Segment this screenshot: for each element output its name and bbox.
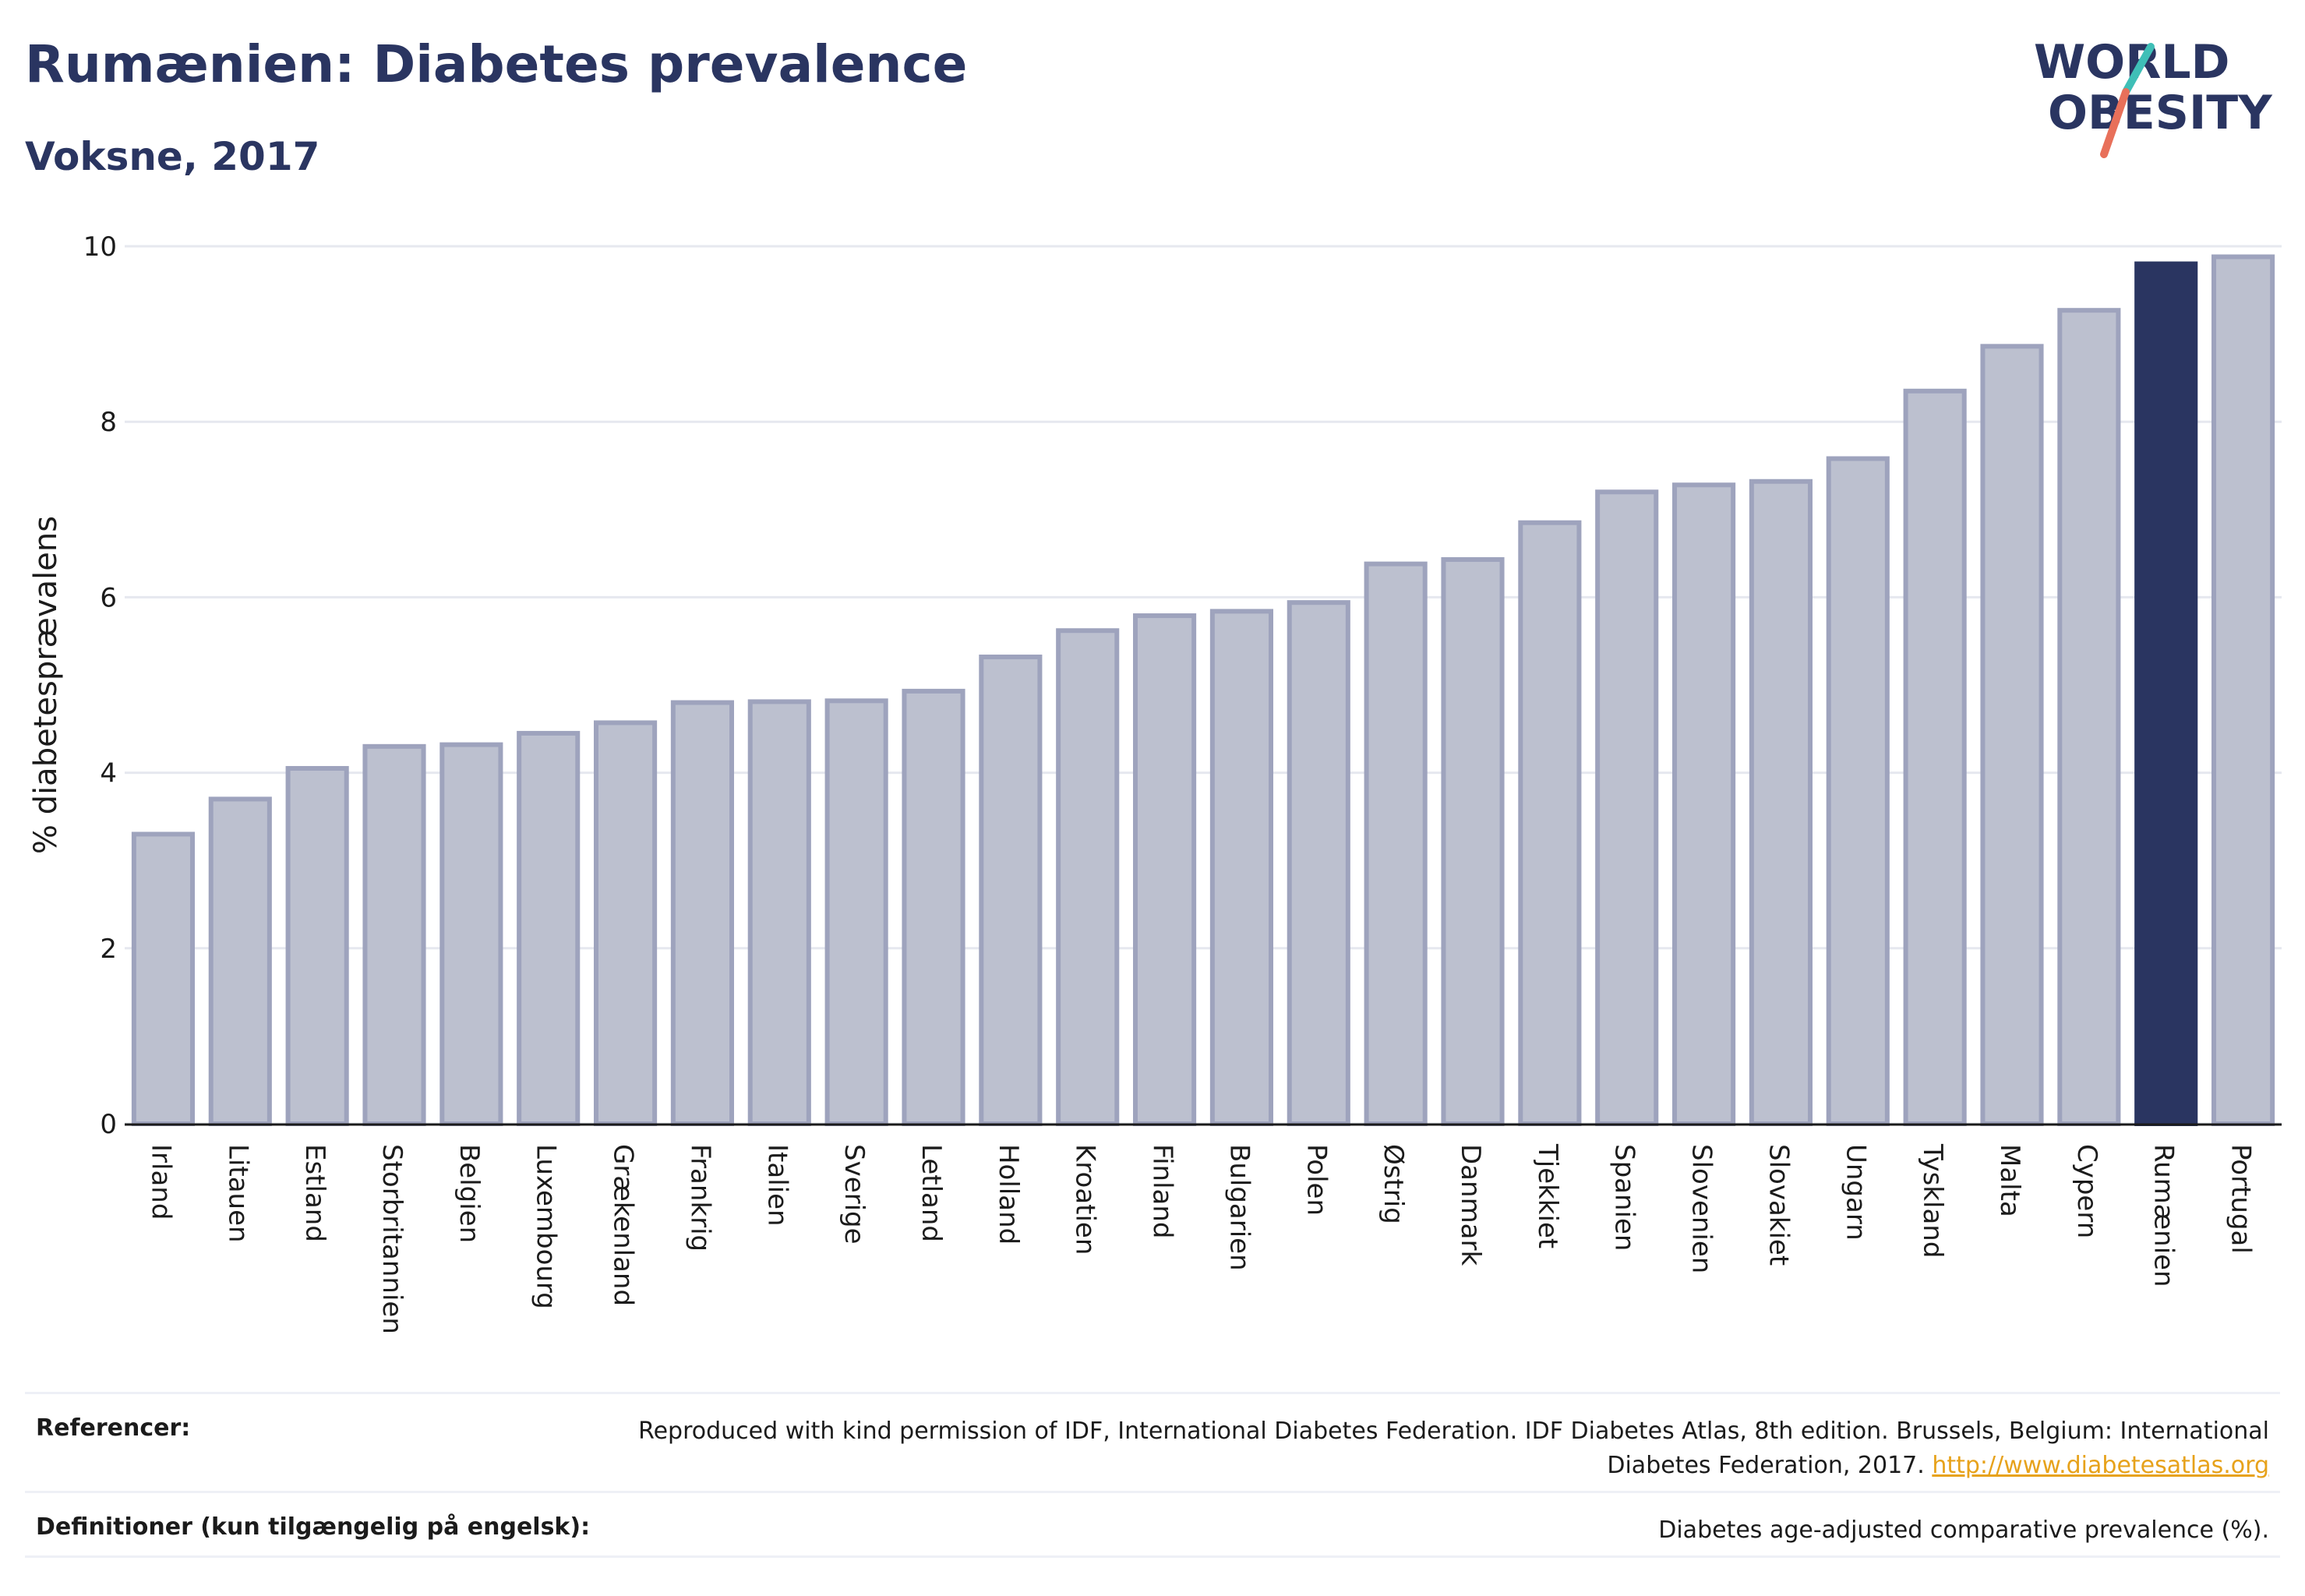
x-tick-label: Spanien	[1609, 1144, 1640, 1251]
x-tick-label: Ungarn	[1840, 1144, 1871, 1241]
x-tick-label: Slovenien	[1686, 1144, 1717, 1273]
bar-highlighted	[2134, 261, 2198, 1126]
bar	[1364, 561, 1428, 1126]
logo-line-obesity: OBESITY	[2048, 86, 2273, 140]
bars	[131, 254, 2275, 1127]
y-tick-label: 2	[100, 934, 117, 965]
x-tick-label: Rumænien	[2148, 1144, 2180, 1287]
references-table: Referencer: Reproduced with kind permiss…	[25, 1392, 2280, 1558]
bar	[1826, 456, 1890, 1126]
x-tick-label: Polen	[1301, 1144, 1332, 1216]
bar	[1441, 556, 1505, 1126]
bar	[362, 743, 426, 1126]
bar	[594, 720, 658, 1126]
bar-chart: 0 2 4 6 8 10 Irland Litauen Estland Storbritanni…	[28, 231, 2282, 1334]
references-text: Reproduced with kind permission of IDF, …	[638, 1418, 2269, 1479]
x-tick-label: Belgien	[454, 1144, 485, 1243]
x-tick-label: Finland	[1147, 1144, 1178, 1239]
x-tick-label: Slovakiet	[1763, 1144, 1794, 1266]
x-tick-label: Storbritannien	[376, 1144, 408, 1334]
chart-subtitle: Voksne, 2017	[25, 134, 320, 179]
bar	[747, 699, 811, 1126]
y-axis-ticks: 0 2 4 6 8 10	[83, 231, 117, 1140]
x-tick-label: Italien	[761, 1144, 792, 1227]
x-tick-label: Holland	[993, 1144, 1024, 1245]
bar	[1672, 482, 1736, 1126]
references-row: Referencer: Reproduced with kind permiss…	[25, 1394, 2280, 1493]
x-tick-label: Letland	[916, 1144, 947, 1242]
logo-slash-coral	[2100, 88, 2130, 158]
definitions-label: Definitioner (kun tilgængelig på engelsk…	[36, 1513, 591, 1541]
y-tick-label: 4	[100, 758, 117, 789]
bar	[1209, 609, 1273, 1126]
x-tick-label: Frankrig	[684, 1144, 715, 1252]
bar	[2211, 254, 2275, 1127]
bar	[1903, 388, 1967, 1127]
x-tick-label: Cypern	[2071, 1144, 2102, 1238]
bar	[208, 796, 272, 1126]
x-tick-label: Østrig	[1378, 1144, 1409, 1224]
bar	[517, 730, 581, 1126]
x-tick-label: Estland	[299, 1144, 330, 1242]
bar	[2057, 308, 2121, 1126]
references-text-block: Reproduced with kind permission of IDF, …	[633, 1414, 2269, 1483]
bar	[824, 698, 888, 1126]
bar	[1133, 613, 1197, 1126]
y-tick-label: 6	[100, 582, 117, 613]
bar	[439, 742, 503, 1126]
x-tick-label: Danmark	[1455, 1144, 1486, 1266]
bar	[1980, 344, 2044, 1126]
y-tick-label: 8	[100, 407, 117, 438]
y-tick-label: 10	[83, 231, 117, 263]
logo-slash-teal	[2122, 43, 2155, 96]
x-tick-label: Litauen	[222, 1144, 253, 1243]
x-axis-labels: Irland Litauen Estland Storbritannien Belgie…	[145, 1143, 2256, 1334]
chart-title: Rumænien: Diabetes prevalence	[25, 34, 968, 94]
definitions-row: Definitioner (kun tilgængelig på engelsk…	[25, 1493, 2280, 1558]
x-tick-label: Malta	[1994, 1144, 2025, 1217]
bar	[131, 832, 195, 1127]
references-link[interactable]: http://www.diabetesatlas.org	[1932, 1452, 2269, 1479]
bar	[1518, 520, 1582, 1126]
bar	[1287, 600, 1350, 1126]
y-axis-title: % diabetesprævalens	[28, 516, 64, 854]
y-tick-label: 0	[100, 1109, 117, 1140]
references-label: Referencer:	[36, 1414, 191, 1442]
x-tick-label: Luxembourg	[531, 1144, 562, 1309]
bar	[670, 700, 734, 1126]
world-obesity-logo: WORLD OBESITY	[2034, 35, 2273, 158]
x-tick-label: Bulgarien	[1223, 1144, 1255, 1271]
x-tick-label: Tjekkiet	[1532, 1143, 1563, 1248]
bar	[1056, 628, 1120, 1126]
x-tick-label: Tyskland	[1917, 1143, 1948, 1258]
bar	[1595, 489, 1659, 1126]
bar	[285, 765, 349, 1126]
x-tick-label: Sverige	[838, 1144, 870, 1245]
definitions-text: Diabetes age-adjusted comparative preval…	[1658, 1517, 2269, 1544]
x-tick-label: Irland	[145, 1144, 176, 1220]
bar	[1749, 478, 1813, 1126]
bar	[902, 688, 965, 1126]
x-tick-label: Grækenland	[608, 1144, 639, 1306]
x-tick-label: Kroatien	[1070, 1144, 1101, 1255]
bar	[979, 654, 1043, 1126]
x-tick-label: Portugal	[2226, 1144, 2257, 1254]
